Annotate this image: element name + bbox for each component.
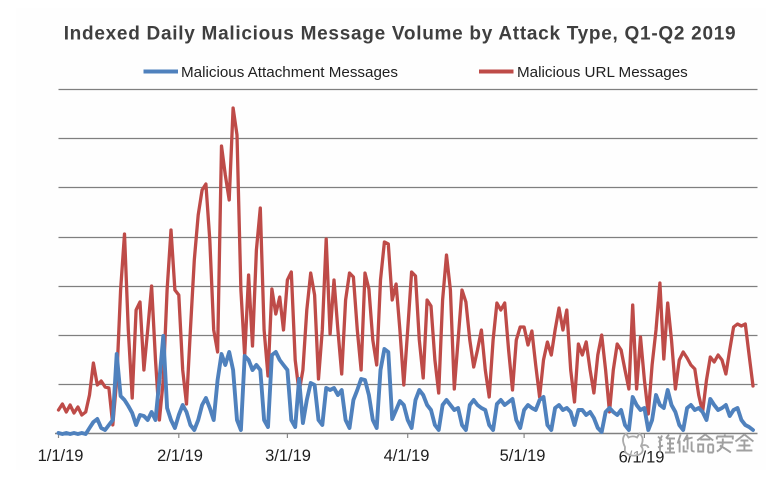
svg-text:Malicious URL Messages: Malicious URL Messages [517,64,688,81]
svg-text:1/1/19: 1/1/19 [38,447,84,465]
svg-text:4/1/19: 4/1/19 [384,447,430,465]
svg-text:5/1/19: 5/1/19 [500,447,546,465]
svg-text:Malicious Attachment Messages: Malicious Attachment Messages [181,64,398,81]
svg-text:3/1/19: 3/1/19 [265,447,311,465]
svg-text:2/1/19: 2/1/19 [157,447,203,465]
svg-text:Indexed Daily Malicious Messag: Indexed Daily Malicious Message Volume b… [64,24,737,45]
